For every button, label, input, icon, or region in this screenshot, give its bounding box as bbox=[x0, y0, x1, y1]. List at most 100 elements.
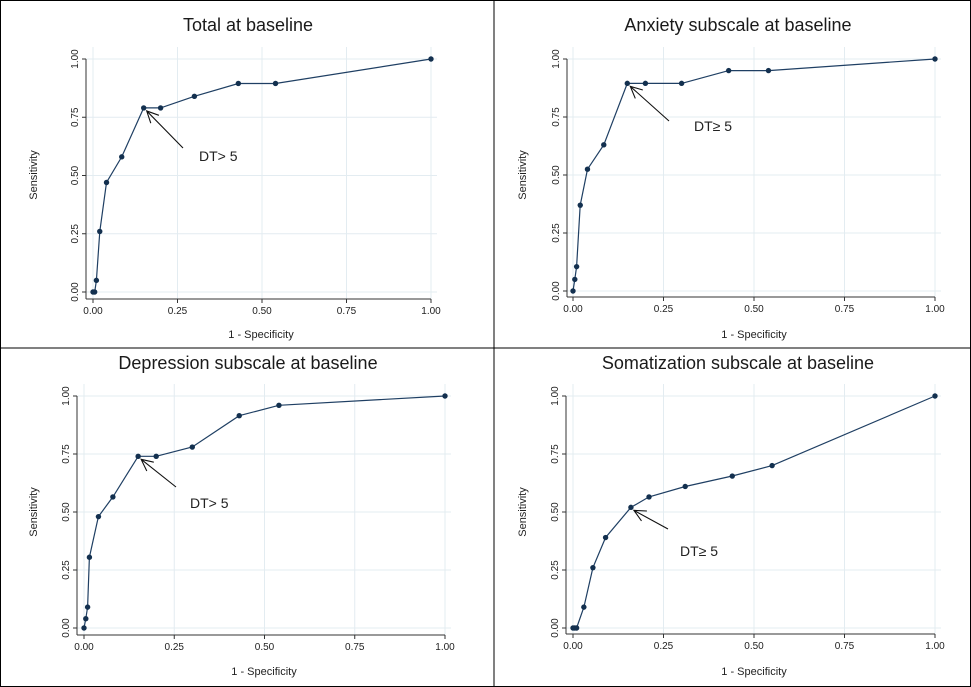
roc-point bbox=[272, 80, 279, 87]
panel-somatization: Somatization subscale at baseline 1 - Sp… bbox=[517, 353, 945, 678]
x-tick-label: 0.25 bbox=[165, 642, 185, 653]
y-tick-label: 0.75 bbox=[61, 444, 72, 464]
y-tick-label: 0.75 bbox=[70, 107, 81, 127]
panel-anxiety: Anxiety subscale at baseline 1 - Specifi… bbox=[517, 15, 945, 341]
x-axis-label: 1 - Specificity bbox=[721, 329, 787, 341]
roc-point bbox=[442, 393, 448, 399]
roc-point bbox=[769, 462, 775, 469]
y-tick-label: 0.50 bbox=[61, 502, 72, 522]
roc-point bbox=[682, 483, 688, 490]
annotation-label: DT> 5 bbox=[190, 495, 229, 511]
roc-point bbox=[103, 179, 110, 186]
y-tick-label: 0.50 bbox=[550, 502, 561, 522]
panel-depression: Depression subscale at baseline 1 - Spec… bbox=[28, 353, 455, 678]
plot-area: 0.00 0.25 0.50 0.75 1.00 0.00 0.25 0.50 0.75 1.00 bbox=[551, 47, 945, 315]
roc-point bbox=[135, 453, 141, 460]
y-tick-label: 0.25 bbox=[61, 560, 72, 580]
annotation-label: DT≥ 5 bbox=[680, 543, 718, 559]
x-tick-label: 0.25 bbox=[168, 306, 188, 317]
plot-area: 0.00 0.25 0.50 0.75 1.00 0.00 0.25 0.50 0.75 1.00 bbox=[70, 47, 441, 317]
roc-point bbox=[577, 202, 583, 208]
roc-point bbox=[141, 105, 147, 111]
annotation-label: DT> 5 bbox=[199, 148, 238, 164]
roc-point bbox=[725, 67, 732, 74]
plot-area: 0.00 0.25 0.50 0.75 1.00 0.00 0.25 0.50 0.75 1.00 bbox=[550, 384, 945, 652]
roc-point bbox=[601, 142, 607, 148]
roc-point bbox=[191, 93, 198, 99]
roc-point bbox=[235, 80, 242, 87]
roc-point bbox=[84, 604, 91, 610]
roc-point bbox=[93, 277, 100, 284]
x-tick-label: 0.00 bbox=[74, 642, 94, 653]
roc-point bbox=[646, 494, 652, 500]
roc-point bbox=[572, 276, 578, 283]
roc-point bbox=[932, 393, 938, 399]
plot-area: 0.00 0.25 0.50 0.75 1.00 0.00 0.25 0.50 0.75 1.00 bbox=[61, 384, 455, 653]
panel-title: Somatization subscale at baseline bbox=[602, 353, 874, 373]
panel-title: Anxiety subscale at baseline bbox=[624, 15, 851, 35]
roc-point bbox=[153, 453, 159, 460]
x-tick-label: 0.25 bbox=[654, 641, 674, 652]
x-tick-label: 0.75 bbox=[835, 641, 855, 652]
roc-point bbox=[157, 105, 164, 111]
x-tick-label: 0.75 bbox=[345, 642, 365, 653]
y-axis-label: Sensitivity bbox=[28, 487, 40, 537]
roc-point bbox=[189, 444, 195, 450]
roc-point bbox=[83, 616, 89, 622]
x-tick-label: 0.00 bbox=[563, 641, 583, 652]
y-tick-label: 0.00 bbox=[551, 281, 562, 301]
x-tick-label: 1.00 bbox=[925, 304, 945, 315]
y-tick-label: 0.00 bbox=[61, 618, 72, 638]
x-tick-label: 0.50 bbox=[744, 304, 764, 315]
y-tick-label: 1.00 bbox=[551, 49, 562, 69]
panel-title: Total at baseline bbox=[183, 15, 313, 35]
x-tick-label: 1.00 bbox=[421, 306, 441, 317]
roc-point bbox=[236, 413, 242, 419]
annotation-arrow bbox=[629, 85, 670, 122]
x-tick-label: 0.50 bbox=[744, 641, 764, 652]
annotation-arrow bbox=[145, 110, 184, 149]
x-tick-label: 0.75 bbox=[337, 306, 357, 317]
y-tick-label: 0.50 bbox=[551, 165, 562, 185]
x-axis-label: 1 - Specificity bbox=[231, 666, 297, 678]
y-tick-label: 0.75 bbox=[550, 444, 561, 464]
roc-point bbox=[678, 80, 685, 87]
roc-point bbox=[428, 56, 434, 62]
roc-point bbox=[628, 504, 634, 511]
roc-point bbox=[642, 80, 649, 87]
y-tick-label: 0.00 bbox=[70, 282, 81, 302]
roc-point bbox=[624, 80, 630, 87]
roc-point bbox=[573, 625, 580, 631]
annotation-label: DT≥ 5 bbox=[694, 118, 732, 134]
x-tick-label: 0.50 bbox=[252, 306, 272, 317]
roc-point bbox=[590, 564, 596, 571]
y-tick-label: 0.25 bbox=[551, 223, 562, 243]
y-tick-label: 0.25 bbox=[550, 560, 561, 580]
x-tick-label: 0.75 bbox=[835, 304, 855, 315]
x-tick-label: 0.50 bbox=[255, 642, 275, 653]
panel-total: Total at baseline 1 - Specificity Sensit… bbox=[28, 15, 441, 341]
panel-title: Depression subscale at baseline bbox=[118, 353, 377, 373]
y-tick-label: 1.00 bbox=[550, 386, 561, 406]
y-tick-label: 0.00 bbox=[550, 618, 561, 638]
y-tick-label: 0.75 bbox=[551, 107, 562, 127]
x-axis-label: 1 - Specificity bbox=[721, 666, 787, 678]
roc-point bbox=[110, 494, 116, 500]
y-tick-label: 1.00 bbox=[70, 49, 81, 69]
roc-point bbox=[276, 402, 282, 408]
roc-point bbox=[729, 473, 735, 479]
y-tick-label: 1.00 bbox=[61, 386, 72, 406]
x-tick-label: 0.00 bbox=[83, 306, 103, 317]
x-axis-label: 1 - Specificity bbox=[228, 329, 294, 341]
annotation-arrow bbox=[140, 458, 177, 488]
roc-point bbox=[584, 166, 591, 172]
roc-point bbox=[81, 625, 87, 631]
x-tick-label: 1.00 bbox=[925, 641, 945, 652]
y-tick-label: 0.50 bbox=[70, 165, 81, 185]
roc-point bbox=[95, 513, 102, 520]
roc-point bbox=[573, 263, 580, 270]
y-axis-label: Sensitivity bbox=[517, 487, 529, 537]
roc-point bbox=[932, 56, 938, 62]
